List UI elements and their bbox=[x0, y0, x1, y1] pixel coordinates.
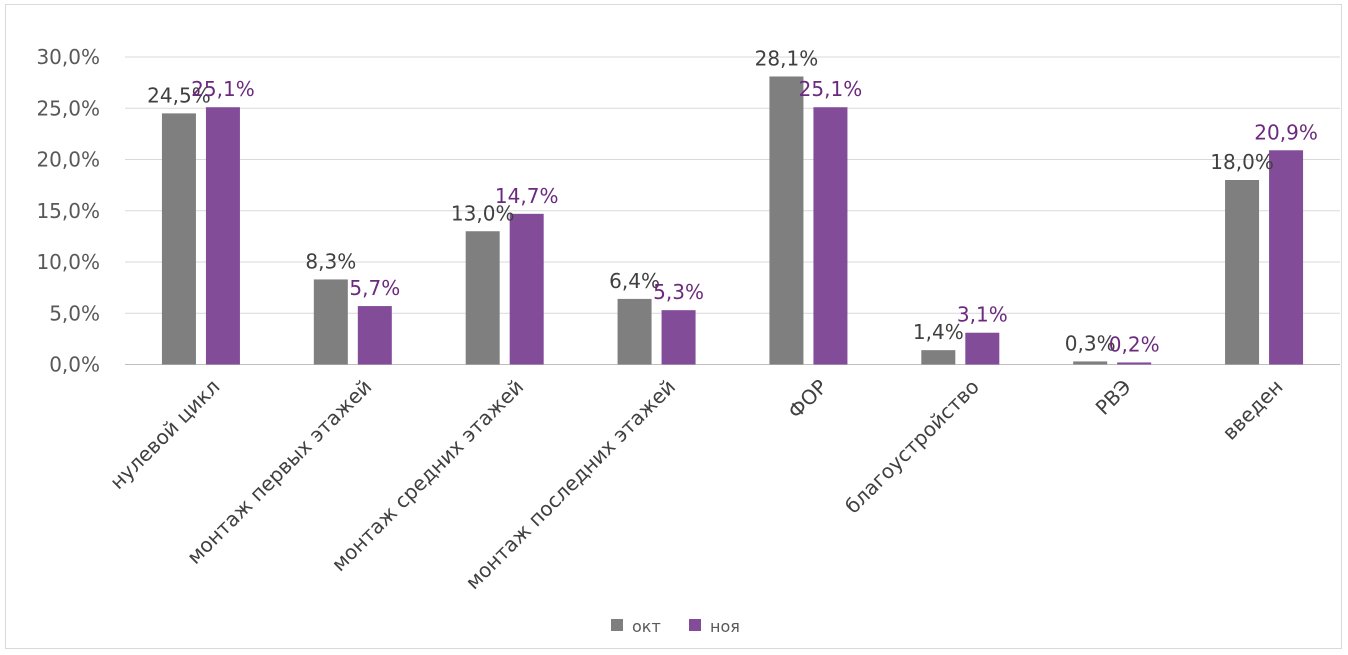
category-label: ФОР bbox=[783, 375, 832, 424]
y-tick-label: 5,0% bbox=[49, 301, 100, 325]
bar-noya bbox=[205, 107, 240, 365]
bar-noya bbox=[1117, 362, 1152, 365]
bar-noya bbox=[813, 107, 848, 365]
legend-swatch-noya bbox=[689, 619, 701, 631]
bar-okt bbox=[1073, 361, 1108, 365]
data-label: 18,0% bbox=[1210, 150, 1274, 174]
data-label: 13,0% bbox=[451, 201, 515, 225]
data-label: 28,1% bbox=[755, 46, 819, 70]
category-label: РВЭ bbox=[1091, 375, 1136, 420]
legend: окт ноя bbox=[611, 617, 740, 636]
data-label: 0,3% bbox=[1065, 331, 1116, 355]
bar-noya bbox=[357, 306, 392, 365]
data-label: 3,1% bbox=[957, 303, 1008, 327]
data-label: 8,3% bbox=[305, 249, 356, 273]
category-label: благоустройство bbox=[840, 375, 984, 519]
category-label: введен bbox=[1218, 375, 1288, 445]
data-label: 0,2% bbox=[1109, 332, 1160, 356]
data-labels: 24,5%25,1%8,3%5,7%13,0%14,7%6,4%5,3%28,1… bbox=[147, 46, 1318, 356]
y-tick-label: 10,0% bbox=[36, 250, 100, 274]
bars bbox=[161, 76, 1304, 365]
data-label: 20,9% bbox=[1254, 120, 1318, 144]
bar-noya bbox=[965, 332, 1000, 365]
data-label: 6,4% bbox=[609, 269, 660, 293]
bar-okt bbox=[921, 350, 956, 365]
bar-okt bbox=[769, 76, 804, 365]
bar-noya bbox=[661, 310, 696, 365]
y-tick-label: 30,0% bbox=[36, 45, 100, 69]
bar-noya bbox=[509, 213, 544, 365]
y-tick-label: 20,0% bbox=[36, 148, 100, 172]
data-label: 5,3% bbox=[653, 280, 704, 304]
legend-label-noya: ноя bbox=[710, 617, 740, 636]
bar-okt bbox=[313, 279, 348, 365]
data-label: 25,1% bbox=[799, 77, 863, 101]
data-label: 1,4% bbox=[913, 320, 964, 344]
y-tick-label: 0,0% bbox=[49, 353, 100, 377]
bar-okt bbox=[465, 231, 500, 365]
bar-okt bbox=[1225, 180, 1260, 365]
y-axis-ticks: 0,0% 5,0% 10,0% 15,0% 20,0% 25,0% 30,0% bbox=[36, 45, 100, 377]
y-tick-label: 25,0% bbox=[36, 96, 100, 120]
data-label: 14,7% bbox=[495, 184, 559, 208]
category-label: нулевой цикл bbox=[105, 375, 224, 494]
data-label: 25,1% bbox=[191, 77, 255, 101]
y-tick-label: 15,0% bbox=[36, 199, 100, 223]
bar-okt bbox=[617, 298, 652, 365]
bar-noya bbox=[1269, 150, 1304, 365]
data-label: 5,7% bbox=[349, 276, 400, 300]
legend-swatch-okt bbox=[611, 619, 623, 631]
gridlines bbox=[125, 56, 1340, 365]
data-label: 24,5% bbox=[147, 83, 211, 107]
legend-label-okt: окт bbox=[632, 617, 661, 636]
bar-okt bbox=[161, 113, 196, 365]
